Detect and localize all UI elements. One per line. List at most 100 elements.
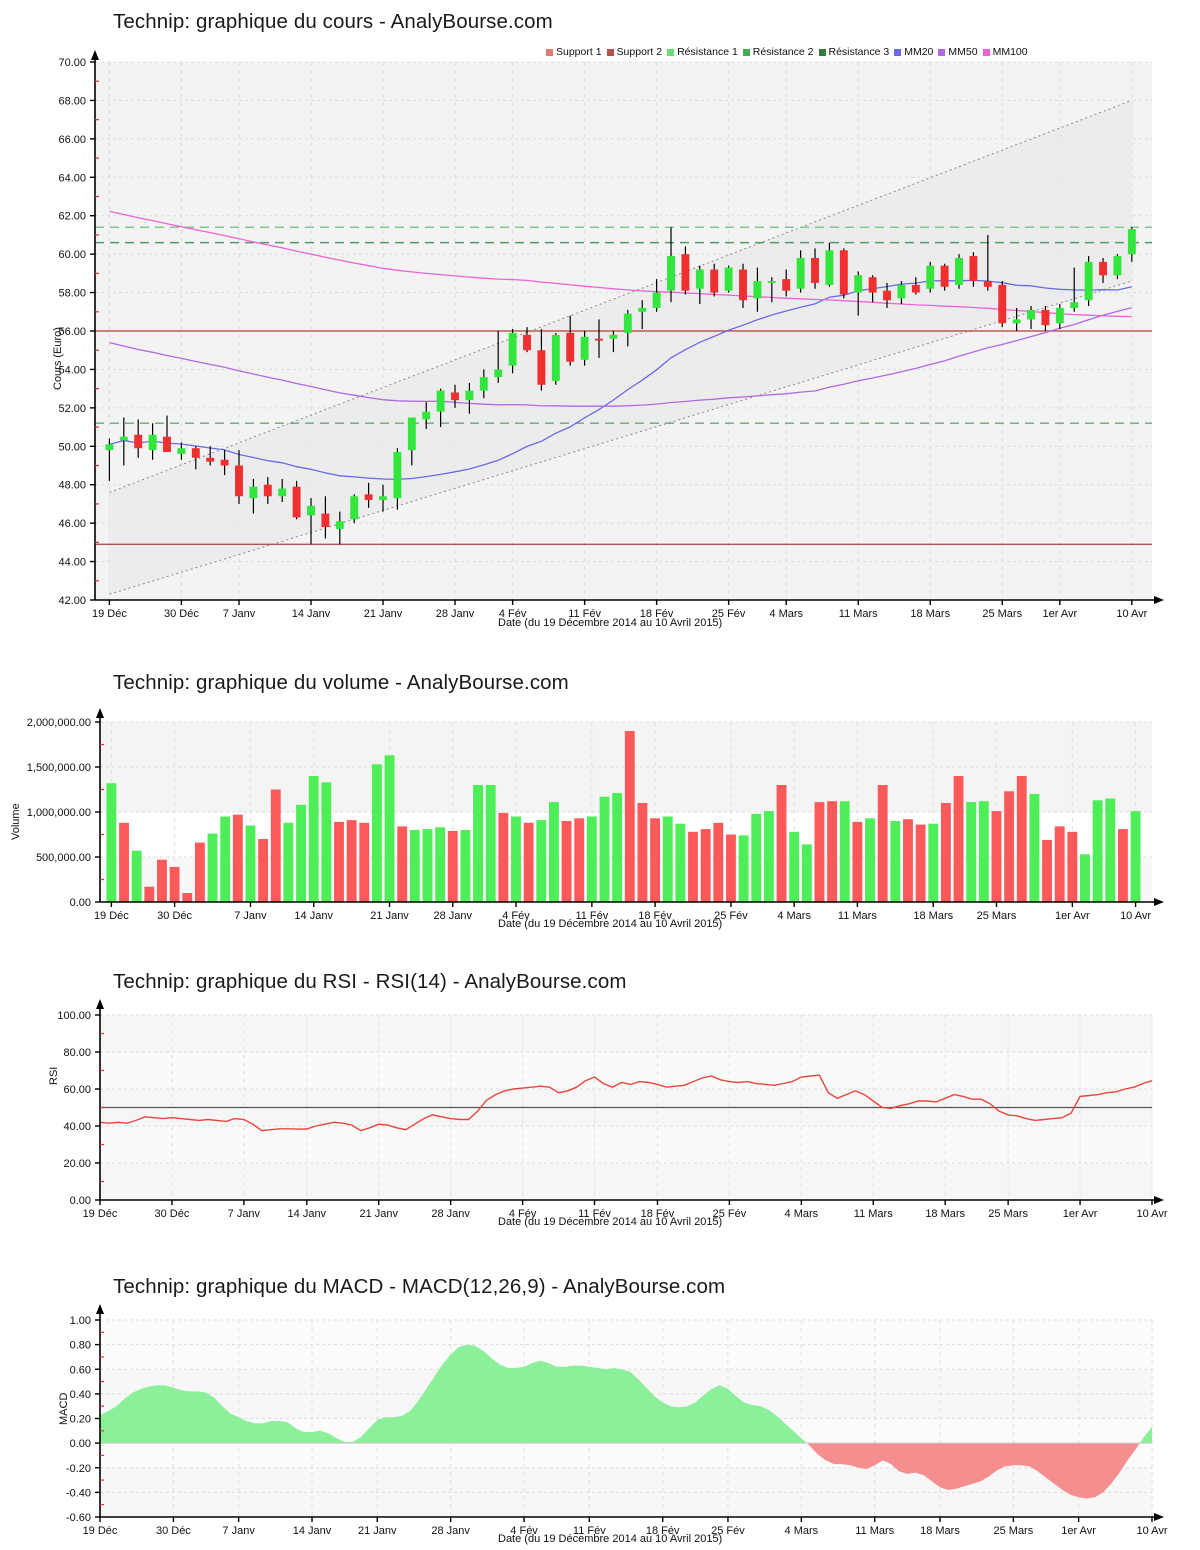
x-tick-label: 4 Fév <box>509 1208 537 1220</box>
x-tick-label: 11 Fév <box>573 1525 606 1537</box>
x-tick-label: 21 Janv <box>364 608 403 620</box>
y-tick-label: 80.00 <box>63 1047 91 1059</box>
legend-item-label: MM20 <box>904 46 934 58</box>
volume-bar <box>928 823 939 902</box>
candle-body <box>883 290 891 301</box>
volume-bar <box>637 803 648 902</box>
candle-body <box>249 486 258 499</box>
legend-swatch-icon <box>742 48 750 56</box>
x-tick-label: 1er Avr <box>1055 910 1090 922</box>
volume-bar <box>346 820 357 902</box>
volume-bar <box>473 785 483 902</box>
candle-body <box>595 338 603 341</box>
volume-bar <box>397 826 408 902</box>
x-tick-label: 25 Fév <box>712 608 746 620</box>
y-tick-label: 54.00 <box>58 364 86 376</box>
volume-bar <box>207 833 218 902</box>
x-tick-label: 18 Fév <box>641 1208 675 1220</box>
candle-body <box>580 336 589 360</box>
axis-arrow <box>96 999 104 1009</box>
y-tick-label: 1,000,000.00 <box>27 807 91 819</box>
volume-chart-title: Technip: graphique du volume - AnalyBour… <box>113 671 569 694</box>
volume-bar <box>169 866 180 902</box>
volume-bar <box>726 834 736 902</box>
candle-body <box>278 488 287 497</box>
y-tick-label: 64.00 <box>58 172 86 184</box>
candle-body <box>854 275 863 293</box>
volume-bar <box>801 844 812 902</box>
y-tick-label: 60.00 <box>63 1084 91 1096</box>
legend-item-label: MM50 <box>948 46 978 58</box>
legend-item-mm50: MM50 <box>938 46 978 58</box>
legend-swatch-icon <box>818 48 826 56</box>
volume-bar <box>650 818 661 902</box>
volume-bar <box>953 776 964 902</box>
y-tick-label: 100.00 <box>57 1010 91 1022</box>
candle-body <box>667 256 675 291</box>
x-tick-label: 4 Mars <box>785 1208 819 1220</box>
volume-bar <box>662 816 673 902</box>
volume-bar <box>232 814 243 902</box>
candle-body <box>897 284 906 299</box>
candle-body <box>839 250 848 295</box>
y-tick-label: 42.00 <box>58 595 86 607</box>
volume-plot: 0.00 500,000.00 1,000,000.00 1,500,000.00 2,… <box>27 708 1164 922</box>
rsi-chart-title: Technip: graphique du RSI - RSI(14) - An… <box>113 970 627 993</box>
volume-bar <box>182 893 193 902</box>
candle-body <box>119 436 128 441</box>
x-tick-label: 18 Mars <box>913 910 953 922</box>
x-tick-label: 19 Déc <box>92 608 127 620</box>
x-tick-label: 4 Mars <box>769 608 803 620</box>
candle-body <box>1099 261 1107 276</box>
y-tick-label: 58.00 <box>58 288 86 300</box>
x-tick-label: 7 Janv <box>228 1208 261 1220</box>
legend-item-r-sistance-3: Résistance 3 <box>818 46 889 58</box>
candle-body <box>1113 256 1122 276</box>
volume-bar <box>157 859 167 902</box>
volume-bar <box>422 829 433 902</box>
candle-body <box>508 332 517 366</box>
volume-bar <box>359 822 370 902</box>
volume-bar <box>978 801 989 902</box>
volume-bar <box>296 804 306 902</box>
x-tick-label: 18 Mars <box>920 1525 960 1537</box>
x-tick-label: 18 Mars <box>910 608 950 620</box>
volume-bar <box>447 830 458 902</box>
volume-bar <box>903 819 913 902</box>
y-tick-label: 44.00 <box>58 557 86 569</box>
candle-body <box>1012 319 1021 324</box>
candle-body <box>436 390 445 412</box>
x-tick-label: 14 Janv <box>294 910 333 922</box>
y-tick-label: 0.00 <box>70 897 91 909</box>
x-tick-label: 28 Janv <box>431 1525 470 1537</box>
x-tick-label: 11 Fév <box>578 1208 611 1220</box>
y-tick-label: 0.40 <box>70 1389 91 1401</box>
price-chart-legend: Support 1 Support 2 Résistance 1 Résistance… <box>546 46 1033 58</box>
volume-bar <box>498 812 509 902</box>
candle-body <box>1041 309 1050 326</box>
price-x-axis-caption: Date (du 19 Décembre 2014 au 10 Avril 20… <box>498 617 723 629</box>
x-tick-label: 10 Avr <box>1116 608 1147 620</box>
candle-body <box>393 452 402 499</box>
volume-bar <box>523 822 534 902</box>
y-tick-label: 50.00 <box>58 441 86 453</box>
candle-body <box>1084 261 1093 301</box>
y-tick-label: 500,000.00 <box>36 852 91 864</box>
candle-body <box>1070 302 1079 308</box>
grid-band <box>100 1163 1152 1200</box>
candle-body <box>1027 309 1035 320</box>
price-plot: 42.00 44.00 46.00 48.00 50.00 52.00 54.00 56.00… <box>58 50 1164 620</box>
x-tick-label: 18 Mars <box>925 1208 965 1220</box>
axis-arrow <box>91 50 99 60</box>
y-tick-label: 48.00 <box>58 480 86 492</box>
candle-body <box>796 257 805 289</box>
candle-body <box>537 350 546 385</box>
x-tick-label: 18 Fév <box>640 608 674 620</box>
candle-body <box>307 505 315 516</box>
y-tick-label: 68.00 <box>58 95 86 107</box>
rsi-line <box>99 1074 1153 1132</box>
volume-bar <box>220 816 231 902</box>
volume-bar <box>460 830 471 902</box>
y-tick-label: 52.00 <box>58 403 86 415</box>
